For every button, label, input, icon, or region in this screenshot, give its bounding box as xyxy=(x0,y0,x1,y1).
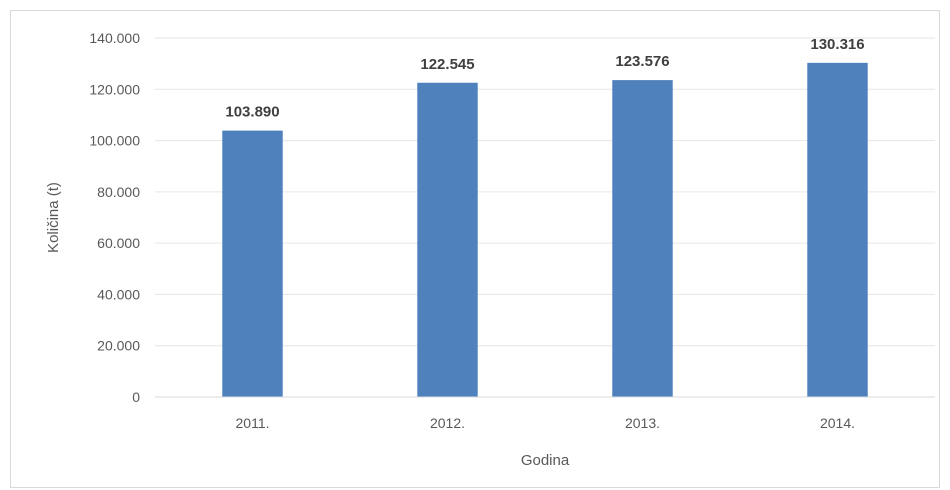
bar xyxy=(417,83,477,397)
x-tick-label: 2011. xyxy=(236,415,270,431)
y-tick-label: 40.000 xyxy=(97,286,140,302)
y-tick-label: 80.000 xyxy=(97,184,140,200)
data-labels: 103.890 122.545 123.576 130.316 xyxy=(225,36,864,121)
bar xyxy=(807,63,867,397)
y-tick-label: 140.000 xyxy=(89,30,140,46)
x-tick-label: 2013. xyxy=(625,415,660,431)
y-axis-title: Količina (t) xyxy=(45,182,62,253)
bar xyxy=(222,131,282,397)
bar xyxy=(612,80,672,397)
data-label: 122.545 xyxy=(420,56,474,73)
y-tick-label: 0 xyxy=(132,389,140,405)
x-tick-label: 2012. xyxy=(430,415,465,431)
bars xyxy=(222,63,867,397)
y-tick-label: 120.000 xyxy=(89,81,140,97)
data-label: 130.316 xyxy=(810,36,864,53)
data-label: 123.576 xyxy=(615,53,669,70)
x-axis-ticks: 2011. 2012. 2013. 2014. xyxy=(236,415,856,431)
y-tick-label: 100.000 xyxy=(89,133,140,149)
data-label: 103.890 xyxy=(225,104,279,121)
x-axis-title: Godina xyxy=(521,452,570,469)
x-tick-label: 2014. xyxy=(820,415,855,431)
y-axis-ticks: 0 20.000 40.000 60.000 80.000 100.000 120.000 1… xyxy=(89,30,140,405)
y-tick-label: 60.000 xyxy=(97,235,140,251)
y-tick-label: 20.000 xyxy=(97,338,140,354)
